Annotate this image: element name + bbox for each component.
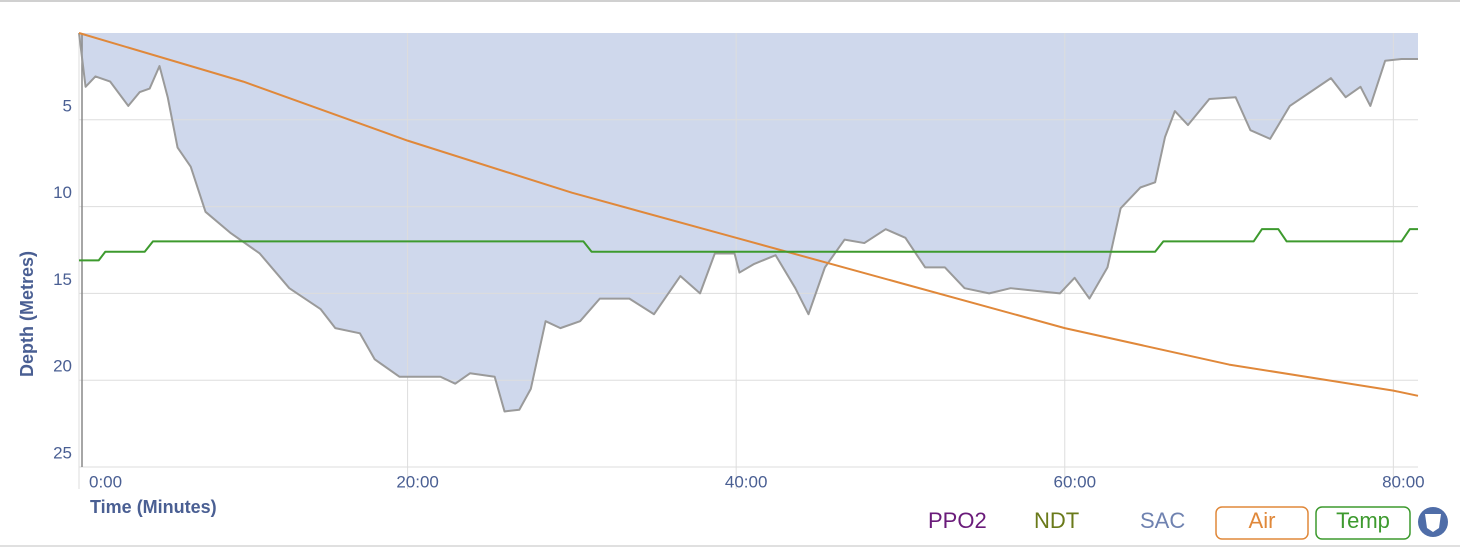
legend-label[interactable]: Temp: [1336, 508, 1390, 533]
depth-line: [78, 32, 1418, 413]
series-line: [79, 228, 1418, 262]
legend-label[interactable]: Air: [1249, 508, 1276, 533]
x-tick-label: 20:00: [396, 472, 439, 491]
y-tick-label: 20: [53, 357, 72, 376]
legend-toggle[interactable]: NDT: [1034, 508, 1079, 533]
y-tick-label: 10: [53, 183, 72, 202]
x-tick-label: 60:00: [1053, 472, 1096, 491]
series-line: [78, 32, 1419, 397]
x-tick-label: 40:00: [725, 472, 768, 491]
legend-button[interactable]: [1215, 506, 1309, 540]
depth-area: [79, 33, 1418, 412]
x-tick-label: 0:00: [89, 472, 122, 491]
legend-toggle[interactable]: PPO2: [928, 508, 987, 533]
x-axis-title: Time (Minutes): [90, 497, 217, 517]
y-tick-label: 5: [63, 96, 72, 115]
legend-toggle[interactable]: SAC: [1140, 508, 1185, 533]
settings-icon: [1425, 514, 1441, 532]
y-tick-label: 15: [53, 270, 72, 289]
x-tick-label: 80:00: [1382, 472, 1425, 491]
y-tick-label: 25: [53, 443, 72, 462]
y-axis-title: Depth (Metres): [17, 251, 37, 377]
legend-button[interactable]: [1315, 506, 1411, 540]
